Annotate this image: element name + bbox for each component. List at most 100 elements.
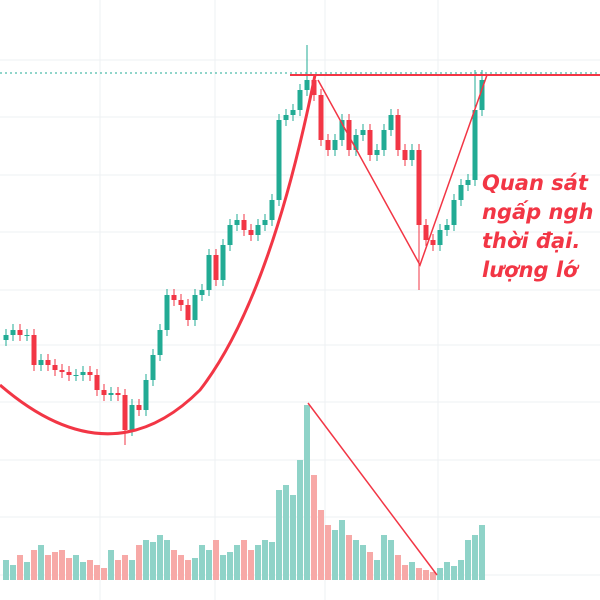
candle-body	[304, 80, 310, 90]
volume-bar	[73, 555, 79, 580]
volume-bar	[59, 550, 65, 580]
volume-bar	[52, 552, 58, 580]
volume-bar	[115, 560, 121, 580]
candle-body	[108, 393, 114, 395]
annotation-line: ngấp ngh	[482, 200, 593, 224]
candle-body	[66, 372, 72, 375]
volume-bar	[171, 550, 177, 580]
candle-body	[115, 393, 121, 395]
candle-body	[325, 140, 331, 150]
volume-bar	[3, 560, 9, 580]
candle-body	[94, 375, 100, 390]
candle-body	[269, 200, 275, 220]
candle-body	[318, 95, 324, 140]
volume-bar	[451, 566, 457, 580]
volume-bar	[283, 485, 289, 580]
candle-body	[437, 230, 443, 245]
candle-body	[80, 372, 86, 375]
candle-body	[122, 395, 128, 430]
volume-bar	[157, 535, 163, 580]
volume-bar	[227, 552, 233, 580]
candle-body	[416, 150, 422, 225]
candle-body	[157, 330, 163, 355]
candle-body	[262, 220, 268, 225]
volume-bar	[409, 562, 415, 580]
volume-bar	[444, 562, 450, 580]
candle-body	[374, 150, 380, 155]
volume-bar	[234, 545, 240, 580]
volume-bar	[136, 545, 142, 580]
candle-body	[248, 230, 254, 235]
candle-body	[353, 135, 359, 150]
candle-body	[444, 225, 450, 230]
volume-bar	[213, 540, 219, 580]
volume-bar	[241, 540, 247, 580]
candle-body	[360, 130, 366, 135]
volume-bar	[381, 535, 387, 580]
volume-bar	[395, 555, 401, 580]
volume-bar	[164, 540, 170, 580]
candle-body	[458, 185, 464, 200]
candle-body	[143, 380, 149, 410]
volume-bar	[80, 562, 86, 580]
volume-bar	[143, 540, 149, 580]
volume-bar	[87, 560, 93, 580]
volume-bar	[38, 545, 44, 580]
annotation-line: thời đại.	[482, 229, 580, 253]
candle-body	[129, 405, 135, 430]
candle-body	[178, 300, 184, 305]
candle-body	[227, 225, 233, 245]
volume-bar	[311, 475, 317, 580]
annotation: Quan sát ngấp ngh thời đại. lượng lớ	[482, 171, 593, 282]
candle-body	[164, 295, 170, 330]
candle-body	[339, 120, 345, 140]
candle-body	[171, 295, 177, 300]
volume-bar	[276, 490, 282, 580]
candle-body	[150, 355, 156, 380]
volume-bar	[255, 545, 261, 580]
candle-body	[38, 360, 44, 365]
candle-body	[402, 150, 408, 160]
candle-body	[388, 115, 394, 130]
candle-body	[395, 115, 401, 150]
volume-bar	[479, 525, 485, 580]
volume-bar	[199, 545, 205, 580]
volume-bar	[388, 540, 394, 580]
volume-bar	[94, 565, 100, 580]
volume-bar	[297, 460, 303, 580]
volume-bar	[325, 525, 331, 580]
volume-bar	[374, 560, 380, 580]
volume-bar	[220, 555, 226, 580]
drawings	[0, 72, 600, 576]
candle-body	[283, 115, 289, 120]
candle-body	[332, 140, 338, 150]
volume-bar	[465, 540, 471, 580]
candle-body	[136, 405, 142, 410]
volume-bar	[269, 542, 275, 580]
candle-body	[59, 370, 65, 372]
candle-body	[479, 80, 485, 110]
cup-curve	[0, 74, 317, 436]
candle-body	[192, 295, 198, 320]
volume-trend-line	[307, 402, 438, 576]
volume-bar	[360, 545, 366, 580]
volume-bar	[423, 570, 429, 580]
candle-body	[367, 130, 373, 155]
annotation-line: Quan sát	[482, 171, 589, 195]
candle-body	[185, 305, 191, 320]
volume-bar	[402, 565, 408, 580]
volume-bar	[437, 568, 443, 580]
candle-body	[87, 372, 93, 375]
volume-bar	[150, 542, 156, 580]
candle-body	[220, 245, 226, 280]
candle-body	[381, 130, 387, 150]
volume-bar	[318, 510, 324, 580]
candle-body	[45, 360, 51, 365]
volume-bar	[458, 560, 464, 580]
volume-bar	[290, 495, 296, 580]
volume-bar	[17, 555, 23, 580]
candle-body	[206, 255, 212, 290]
annotation-line: lượng lớ	[482, 258, 580, 282]
volume-bar	[472, 535, 478, 580]
